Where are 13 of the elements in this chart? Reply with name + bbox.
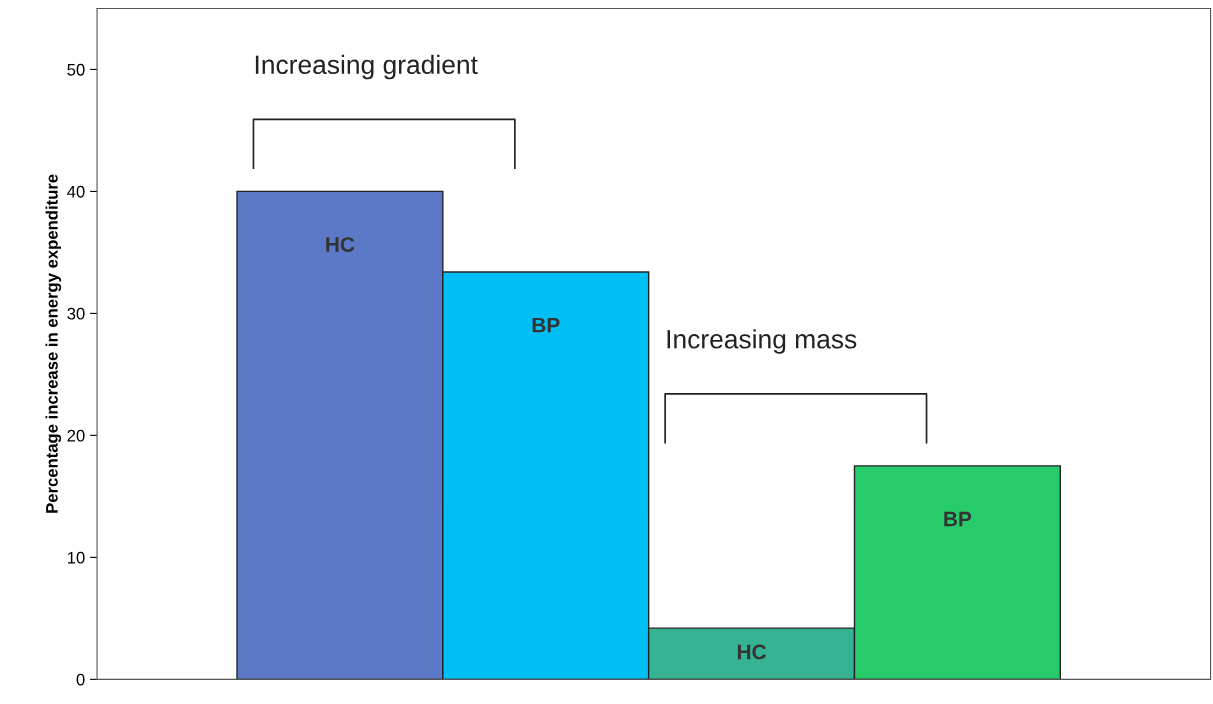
x-tick-label: BP <box>944 511 972 527</box>
annotation: Increasing gradient <box>255 54 478 80</box>
annotation: Increasing mass <box>667 329 857 354</box>
x-tick-label: HC <box>326 237 355 252</box>
y-tick-label: 20 <box>67 429 85 442</box>
x-tick-label: HC <box>737 644 767 660</box>
y-tick-label: 10 <box>67 551 85 564</box>
x-tick-label: BP <box>532 317 560 333</box>
y-axis-title: Percentage increase in energy expenditure <box>45 174 62 513</box>
y-tick-label: 30 <box>67 307 85 320</box>
y-tick-label: 0 <box>76 673 85 686</box>
y-tick-label: 50 <box>67 63 85 76</box>
y-tick-label: 40 <box>67 185 85 198</box>
